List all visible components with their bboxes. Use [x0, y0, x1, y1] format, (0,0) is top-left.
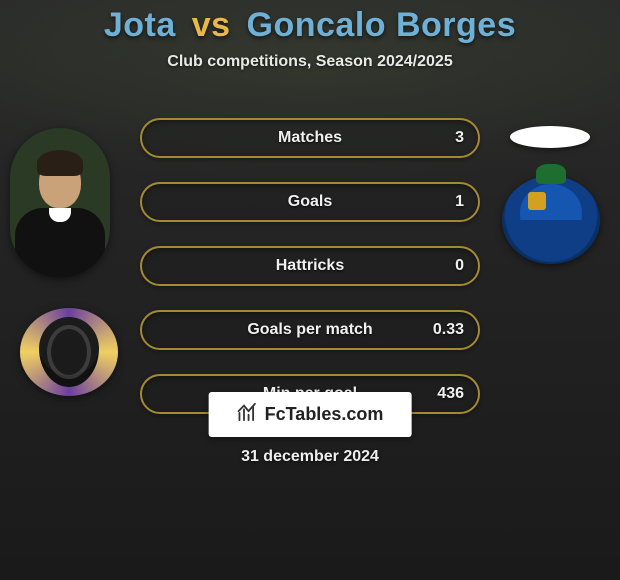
brand-label: FcTables.com [265, 404, 384, 425]
chart-icon [237, 402, 259, 427]
stats-container: Matches 3 Goals 1 Hattricks 0 Goals per … [140, 118, 480, 414]
subtitle: Club competitions, Season 2024/2025 [0, 53, 620, 71]
player2-name: Goncalo Borges [247, 6, 517, 44]
vs-label: vs [192, 6, 231, 44]
stat-row-matches: Matches 3 [140, 118, 480, 158]
stat-right-value: 0 [455, 257, 464, 275]
player1-avatar [10, 128, 110, 278]
stat-label: Hattricks [276, 257, 344, 275]
page-title: Jota vs Goncalo Borges [0, 0, 620, 45]
stat-row-goals: Goals 1 [140, 182, 480, 222]
stat-label: Matches [278, 129, 342, 147]
brand-badge: FcTables.com [209, 392, 412, 437]
player2-avatar [510, 126, 590, 148]
player1-club-badge [20, 308, 118, 396]
stat-right-value: 3 [455, 129, 464, 147]
date-label: 31 december 2024 [0, 448, 620, 466]
stat-label: Goals per match [247, 321, 372, 339]
stat-right-value: 436 [437, 385, 464, 403]
player1-name: Jota [104, 6, 176, 44]
stat-right-value: 0.33 [433, 321, 464, 339]
stat-label: Goals [288, 193, 332, 211]
player2-club-badge [502, 176, 600, 264]
stat-row-goals-per-match: Goals per match 0.33 [140, 310, 480, 350]
stat-row-hattricks: Hattricks 0 [140, 246, 480, 286]
stat-right-value: 1 [455, 193, 464, 211]
